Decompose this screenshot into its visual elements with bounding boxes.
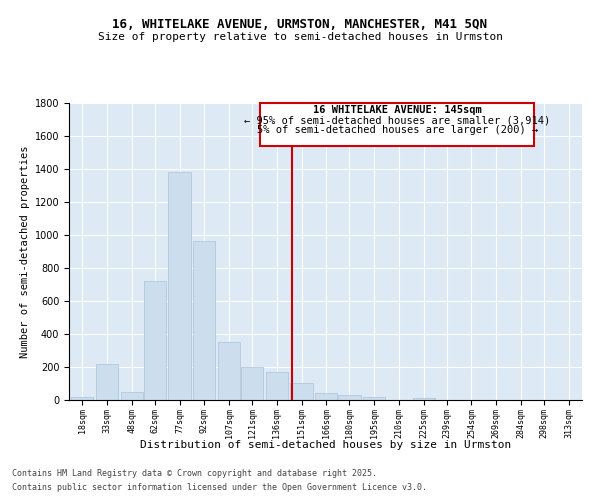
Bar	[193, 242, 215, 400]
Text: 5% of semi-detached houses are larger (200) →: 5% of semi-detached houses are larger (2…	[257, 125, 538, 135]
Text: 16, WHITELAKE AVENUE, URMSTON, MANCHESTER, M41 5QN: 16, WHITELAKE AVENUE, URMSTON, MANCHESTE…	[113, 18, 487, 30]
Bar	[169, 172, 191, 400]
Text: Contains public sector information licensed under the Open Government Licence v3: Contains public sector information licen…	[12, 484, 427, 492]
Text: ← 95% of semi-detached houses are smaller (3,914): ← 95% of semi-detached houses are smalle…	[244, 116, 550, 126]
Bar	[338, 395, 361, 400]
Bar	[218, 342, 240, 400]
Bar	[143, 281, 166, 400]
Bar	[241, 367, 263, 400]
Bar	[413, 398, 435, 400]
Bar	[71, 396, 94, 400]
Bar	[315, 394, 337, 400]
Bar	[266, 372, 288, 400]
Y-axis label: Number of semi-detached properties: Number of semi-detached properties	[20, 145, 31, 358]
Bar	[290, 384, 313, 400]
Text: Size of property relative to semi-detached houses in Urmston: Size of property relative to semi-detach…	[97, 32, 503, 42]
Bar	[363, 396, 385, 400]
Text: 16 WHITELAKE AVENUE: 145sqm: 16 WHITELAKE AVENUE: 145sqm	[313, 104, 482, 115]
Bar	[121, 392, 143, 400]
FancyBboxPatch shape	[260, 104, 534, 146]
X-axis label: Distribution of semi-detached houses by size in Urmston: Distribution of semi-detached houses by …	[140, 440, 511, 450]
Text: Contains HM Land Registry data © Crown copyright and database right 2025.: Contains HM Land Registry data © Crown c…	[12, 468, 377, 477]
Bar	[96, 364, 118, 400]
